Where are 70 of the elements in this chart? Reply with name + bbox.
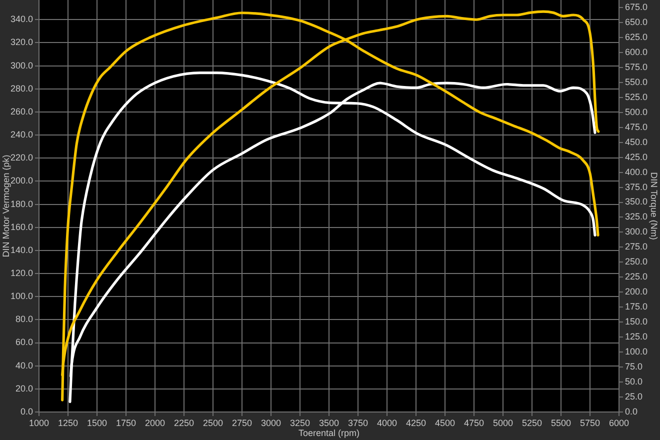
y-tick-label: 180.0 xyxy=(10,198,33,209)
y2-tick-label: 175.0 xyxy=(625,302,648,312)
y2-tick-label: 675.0 xyxy=(625,2,648,12)
y2-tick-label: 600.0 xyxy=(625,46,648,57)
y-axis-title: DIN Motor Vermogen (pk) xyxy=(0,154,11,258)
y-tick-label: 240.0 xyxy=(10,130,33,140)
x-tick-label: 1250 xyxy=(58,418,78,428)
y-tick-label: 200.0 xyxy=(10,176,33,186)
y-tick-label: 320.0 xyxy=(10,37,33,48)
x-tick-label: 2500 xyxy=(202,418,224,428)
y-tick-label: 160.0 xyxy=(10,222,33,232)
x-tick-label: 5500 xyxy=(550,418,572,428)
x-tick-label: 5000 xyxy=(492,418,514,428)
y2-tick-label: 450.0 xyxy=(625,136,648,147)
y-tick-label: 0.0 xyxy=(20,406,33,416)
y-tick-label: 140.0 xyxy=(10,244,33,255)
x-tick-label: 5250 xyxy=(522,418,542,428)
y2-tick-label: 100.0 xyxy=(625,346,648,357)
y-tick-label: 80.0 xyxy=(15,314,33,324)
y2-tick-label: 125.0 xyxy=(625,332,648,342)
y-tick-label: 220.0 xyxy=(10,152,33,163)
y2-tick-label: 575.0 xyxy=(625,62,648,72)
x-tick-label: 6000 xyxy=(608,418,630,428)
x-tick-label: 5750 xyxy=(580,418,600,428)
y2-tick-label: 200.0 xyxy=(625,286,648,297)
y-tick-label: 300.0 xyxy=(10,60,33,70)
x-tick-label: 2000 xyxy=(144,418,166,428)
y-tick-label: 120.0 xyxy=(10,268,33,278)
y2-tick-label: 325.0 xyxy=(625,212,648,222)
y2-tick-label: 475.0 xyxy=(625,122,648,132)
y-tick-label: 280.0 xyxy=(10,83,33,94)
y2-tick-label: 25.0 xyxy=(625,392,643,402)
x-tick-label: 2750 xyxy=(232,418,252,428)
y-tick-label: 40.0 xyxy=(15,360,33,370)
y2-tick-label: 500.0 xyxy=(625,106,648,117)
y2-tick-label: 250.0 xyxy=(625,256,648,267)
y2-tick-label: 275.0 xyxy=(625,242,648,252)
x-tick-label: 3250 xyxy=(290,418,310,428)
x-tick-label: 3500 xyxy=(318,418,340,428)
y2-tick-label: 650.0 xyxy=(625,16,648,27)
y2-tick-label: 350.0 xyxy=(625,196,648,207)
y2-tick-label: 525.0 xyxy=(625,92,648,102)
y2-tick-label: 375.0 xyxy=(625,182,648,192)
y2-tick-label: 75.0 xyxy=(625,362,643,372)
y2-tick-label: 625.0 xyxy=(625,32,648,42)
y-tick-label: 20.0 xyxy=(15,383,33,394)
y2-tick-label: 150.0 xyxy=(625,316,648,327)
x-tick-label: 3000 xyxy=(260,418,282,428)
x-tick-label: 1500 xyxy=(86,418,108,428)
y-tick-label: 340.0 xyxy=(10,14,33,24)
x-axis-title: Toerental (rpm) xyxy=(298,428,360,438)
x-tick-label: 4750 xyxy=(464,418,484,428)
y-tick-label: 60.0 xyxy=(15,337,33,348)
y-tick-label: 100.0 xyxy=(10,291,33,302)
y2-tick-label: 550.0 xyxy=(625,76,648,87)
y2-tick-label: 425.0 xyxy=(625,152,648,162)
x-tick-label: 1000 xyxy=(28,418,50,428)
x-tick-label: 4250 xyxy=(406,418,426,428)
x-tick-label: 3750 xyxy=(348,418,368,428)
y2-tick-label: 225.0 xyxy=(625,272,648,282)
x-tick-label: 1750 xyxy=(116,418,136,428)
x-tick-label: 2250 xyxy=(174,418,194,428)
y-tick-label: 260.0 xyxy=(10,106,33,116)
x-tick-label: 4000 xyxy=(376,418,398,428)
y2-tick-label: 400.0 xyxy=(625,166,648,177)
y2-axis-title: DIN Torque (Nm) xyxy=(649,172,660,240)
y2-tick-label: 0.0 xyxy=(625,406,638,416)
y2-tick-label: 50.0 xyxy=(625,376,643,387)
x-tick-label: 4500 xyxy=(434,418,456,428)
y2-tick-label: 300.0 xyxy=(625,226,648,237)
